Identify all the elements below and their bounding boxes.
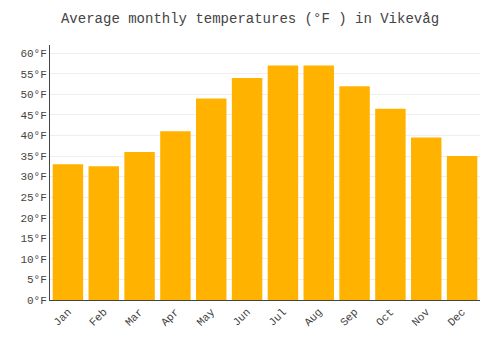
svg-text:Sep: Sep <box>338 306 360 328</box>
svg-text:May: May <box>195 306 218 329</box>
svg-text:Nov: Nov <box>410 306 433 329</box>
svg-text:20°F: 20°F <box>20 213 46 225</box>
svg-text:Feb: Feb <box>87 306 109 328</box>
svg-text:50°F: 50°F <box>20 89 46 101</box>
svg-text:40°F: 40°F <box>20 130 46 142</box>
svg-text:Jul: Jul <box>266 306 288 328</box>
svg-text:15°F: 15°F <box>20 233 46 245</box>
svg-text:10°F: 10°F <box>20 254 46 266</box>
svg-text:Jan: Jan <box>51 306 73 328</box>
svg-text:Dec: Dec <box>446 306 468 328</box>
svg-text:5°F: 5°F <box>27 274 47 286</box>
svg-text:45°F: 45°F <box>20 110 46 122</box>
svg-text:Oct: Oct <box>374 306 396 328</box>
svg-text:Aug: Aug <box>302 306 324 328</box>
svg-text:Average monthly temperatures (: Average monthly temperatures (°F ) in Vi… <box>61 11 439 27</box>
svg-text:35°F: 35°F <box>20 151 46 163</box>
svg-text:25°F: 25°F <box>20 192 46 204</box>
svg-text:Apr: Apr <box>159 306 181 328</box>
svg-text:60°F: 60°F <box>20 48 46 60</box>
svg-text:0°F: 0°F <box>27 295 47 307</box>
svg-text:Jun: Jun <box>231 306 253 328</box>
svg-text:Mar: Mar <box>123 306 145 328</box>
svg-text:55°F: 55°F <box>20 69 46 81</box>
svg-text:30°F: 30°F <box>20 171 46 183</box>
